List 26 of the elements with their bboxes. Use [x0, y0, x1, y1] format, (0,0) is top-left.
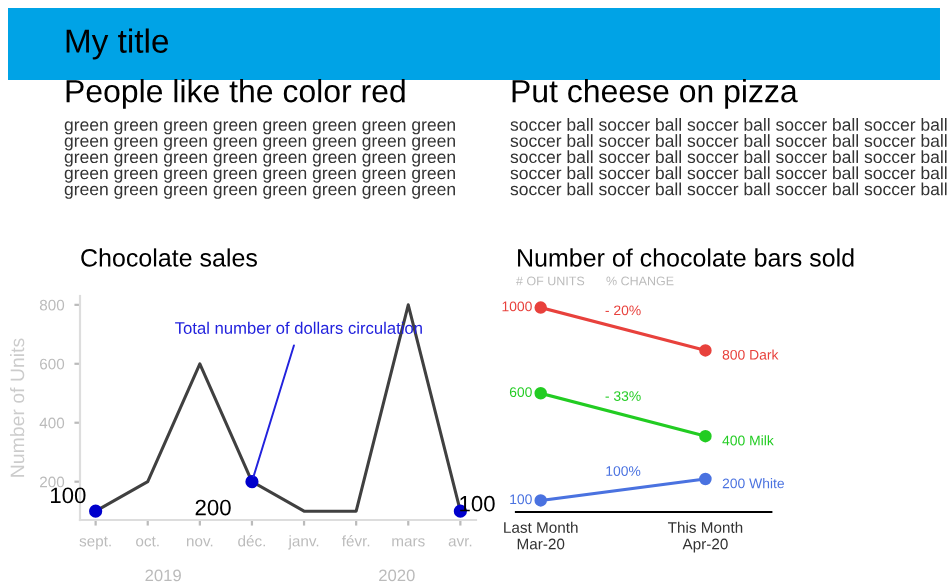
text: green green green green green green green green	[64, 169, 455, 183]
text: soccer ball soccer ball soccer ball soccer ball soccer ball	[510, 182, 947, 196]
text: soccer ball soccer ball soccer ball soccer ball soccer ball	[510, 134, 947, 147]
text: People like the color red	[66, 79, 405, 109]
data-label: 200	[195, 499, 231, 516]
text: green green green green green green green green	[64, 137, 455, 151]
point	[699, 472, 712, 486]
chart-title: Chocolate sales	[81, 248, 257, 267]
text: green green green green green green green green	[64, 153, 455, 167]
point	[534, 494, 547, 507]
chart-title: Number of chocolate bars sold	[518, 248, 854, 267]
text: soccer ball soccer ball soccer ball soccer ball soccer ball	[510, 166, 947, 180]
text: soccer ball soccer ball soccer ball soccer ball soccer ball	[510, 118, 947, 131]
point	[699, 429, 712, 443]
text: My title	[66, 28, 169, 60]
data-label: 100	[51, 487, 86, 504]
text: green green green green green green green green	[64, 121, 455, 135]
text: 2020	[379, 569, 415, 582]
point	[534, 387, 547, 400]
text: Put cheese on pizza	[512, 79, 798, 109]
text: green green green green green green green green	[64, 185, 455, 199]
point	[534, 301, 547, 314]
point	[699, 344, 712, 357]
text: soccer ball soccer ball soccer ball soccer ball soccer ball	[510, 150, 947, 164]
text: 2019	[145, 569, 181, 582]
data-label: 100	[460, 495, 495, 512]
